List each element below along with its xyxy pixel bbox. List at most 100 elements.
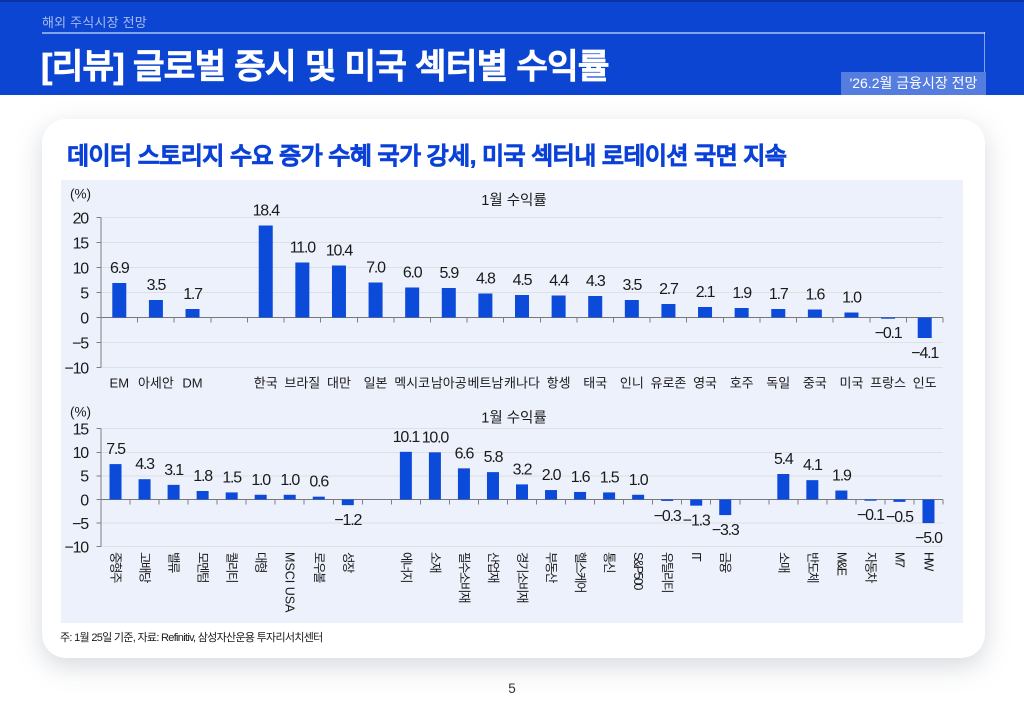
svg-text:15: 15 [73,422,90,439]
svg-text:헬스케어: 헬스케어 [573,552,587,592]
svg-text:6.9: 6.9 [110,260,130,277]
svg-text:(%): (%) [70,187,91,202]
svg-text:유틸리티: 유틸리티 [660,552,674,592]
svg-text:모멘텀: 모멘텀 [196,552,210,582]
svg-text:−3.3: −3.3 [712,522,740,539]
svg-text:대형: 대형 [254,552,268,572]
svg-text:3.5: 3.5 [147,277,167,294]
svg-text:독일: 독일 [766,376,790,391]
svg-text:5.4: 5.4 [774,451,794,468]
svg-text:IT: IT [689,552,703,562]
svg-text:중국: 중국 [803,376,827,391]
svg-text:부동산: 부동산 [544,552,558,584]
svg-text:−0.1: −0.1 [875,325,903,342]
svg-text:로우볼: 로우볼 [312,552,326,583]
svg-text:5: 5 [80,469,89,486]
svg-text:소매: 소매 [776,552,790,573]
svg-text:5: 5 [80,285,89,302]
svg-text:대만: 대만 [327,376,351,391]
svg-text:중형주: 중형주 [109,552,123,583]
svg-text:1월 수익률: 1월 수익률 [481,192,546,209]
svg-text:1월 수익률: 1월 수익률 [481,410,546,427]
svg-text:4.4: 4.4 [549,273,569,290]
svg-text:브라질: 브라질 [284,376,320,391]
svg-text:10: 10 [73,260,90,277]
svg-text:(%): (%) [70,405,91,420]
svg-text:−1.3: −1.3 [683,513,711,530]
svg-text:−4.1: −4.1 [911,345,939,362]
svg-text:11.0: 11.0 [290,240,316,257]
svg-text:MSCI USA: MSCI USA [283,552,297,613]
svg-text:1.0: 1.0 [251,472,271,489]
svg-text:−0.3: −0.3 [654,508,682,525]
svg-text:2.0: 2.0 [542,467,562,484]
svg-text:1.7: 1.7 [183,286,203,303]
svg-text:10: 10 [73,445,90,462]
svg-text:남아공: 남아공 [431,376,467,391]
svg-text:호주: 호주 [730,376,754,391]
svg-text:1.0: 1.0 [280,472,300,489]
svg-text:1.6: 1.6 [571,469,591,486]
svg-text:인니: 인니 [620,376,644,391]
svg-text:3.5: 3.5 [623,277,643,294]
svg-text:7.0: 7.0 [366,260,386,277]
svg-text:4.5: 4.5 [513,272,533,289]
svg-text:1.6: 1.6 [806,287,826,304]
svg-text:1.5: 1.5 [222,469,242,486]
svg-text:항셍: 항셍 [547,376,571,391]
svg-text:자동차: 자동차 [863,552,877,584]
svg-text:0: 0 [80,310,89,327]
svg-text:1.0: 1.0 [842,290,862,307]
svg-text:20: 20 [73,210,90,227]
svg-text:캐나다: 캐나다 [504,376,540,391]
svg-text:통신: 통신 [602,552,616,573]
svg-text:M&E: M&E [834,552,848,576]
svg-text:DM: DM [182,376,202,391]
svg-text:1.8: 1.8 [193,468,213,485]
svg-text:미국: 미국 [840,376,864,391]
svg-text:성장: 성장 [341,552,355,574]
svg-text:멕시코: 멕시코 [394,376,430,391]
svg-text:S&P500: S&P500 [631,552,645,590]
svg-text:경기소비재: 경기소비재 [515,552,529,603]
svg-text:1.0: 1.0 [629,472,649,489]
svg-text:1.9: 1.9 [732,285,752,302]
svg-text:0: 0 [80,492,89,509]
svg-text:15: 15 [73,235,90,252]
svg-text:5.9: 5.9 [439,265,459,282]
svg-text:아세안: 아세안 [138,376,174,391]
svg-text:밸류: 밸류 [167,552,181,573]
svg-text:1.7: 1.7 [769,286,789,303]
svg-text:M7: M7 [892,552,906,568]
svg-text:2.7: 2.7 [659,281,679,298]
svg-text:인도: 인도 [913,376,937,391]
svg-text:2.1: 2.1 [696,284,716,301]
svg-text:4.8: 4.8 [476,271,496,288]
svg-text:4.1: 4.1 [803,457,823,474]
svg-text:일본: 일본 [364,376,388,391]
svg-text:1.5: 1.5 [600,469,620,486]
svg-text:18.4: 18.4 [253,203,281,220]
svg-text:한국: 한국 [254,376,278,391]
svg-text:퀄리티: 퀄리티 [225,552,240,582]
svg-text:반도체: 반도체 [805,552,819,583]
svg-text:1.9: 1.9 [832,468,852,485]
svg-text:10.1: 10.1 [393,429,421,446]
svg-text:3.2: 3.2 [513,461,533,478]
svg-text:−10: −10 [64,360,89,377]
svg-text:0.6: 0.6 [309,474,329,491]
svg-text:HW: HW [921,552,935,572]
svg-text:필수소비재: 필수소비재 [457,552,471,603]
svg-text:−0.5: −0.5 [886,509,914,526]
svg-text:−0.1: −0.1 [857,507,885,524]
svg-text:영국: 영국 [693,376,717,391]
svg-text:−10: −10 [64,540,89,557]
svg-text:−1.2: −1.2 [334,512,362,529]
svg-text:10.4: 10.4 [326,243,354,260]
svg-text:프랑스: 프랑스 [870,376,906,391]
svg-text:EM: EM [110,376,129,391]
svg-text:3.1: 3.1 [164,462,184,479]
svg-text:−5: −5 [72,335,89,352]
svg-text:5.8: 5.8 [484,449,504,466]
svg-text:10.0: 10.0 [422,429,450,446]
